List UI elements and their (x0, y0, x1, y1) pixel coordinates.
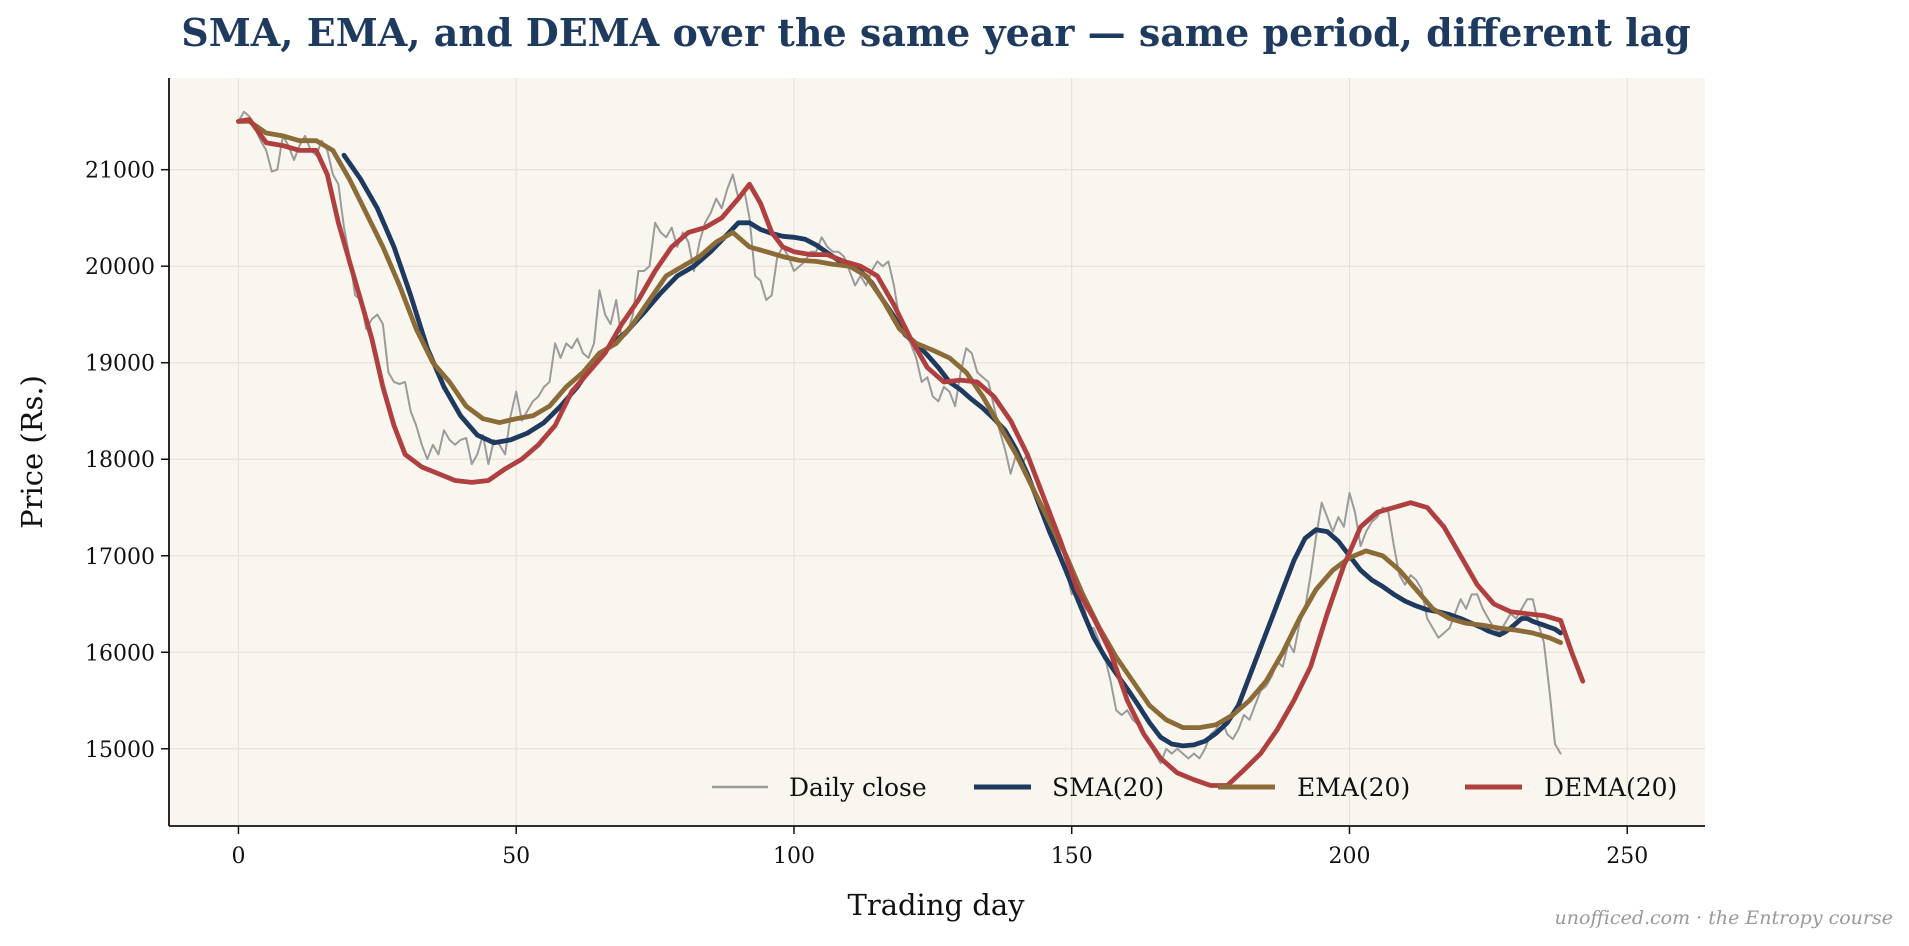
x-tick-label: 50 (502, 844, 530, 869)
legend-label-sma: SMA(20) (1052, 773, 1164, 802)
chart-title: SMA, EMA, and DEMA over the same year — … (181, 10, 1690, 55)
watermark: unofficed.com · the Entropy course (1554, 907, 1893, 929)
x-tick-label: 100 (773, 844, 815, 869)
x-tick-label: 250 (1606, 844, 1648, 869)
legend-label-ema: EMA(20) (1297, 773, 1410, 802)
series-layer (236, 110, 1586, 788)
legend: Daily close SMA(20) EMA(20) DEMA(20) (712, 773, 1677, 802)
y-tick-label: 20000 (85, 255, 155, 280)
grid (169, 78, 1705, 826)
legend-label-dema: DEMA(20) (1544, 773, 1677, 802)
x-axis-label: Trading day (847, 888, 1025, 922)
y-tick-label: 17000 (85, 545, 155, 570)
y-tick-label: 18000 (85, 448, 155, 473)
series-line-dema (236, 117, 1586, 788)
legend-label-daily-close: Daily close (789, 773, 927, 802)
y-tick-label: 21000 (85, 159, 155, 184)
plot-area (169, 78, 1705, 826)
y-axis-label: Price (Rs.) (15, 375, 49, 529)
x-tick-label: 200 (1328, 844, 1370, 869)
x-tick-label: 0 (231, 844, 245, 869)
y-tick-label: 16000 (85, 641, 155, 666)
x-tick-label: 150 (1051, 844, 1093, 869)
ticks: 0 50 100 150 200 250 15000 16000 17000 18000 19000… (85, 159, 1648, 869)
y-tick-label: 19000 (85, 352, 155, 377)
y-tick-label: 15000 (85, 738, 155, 763)
